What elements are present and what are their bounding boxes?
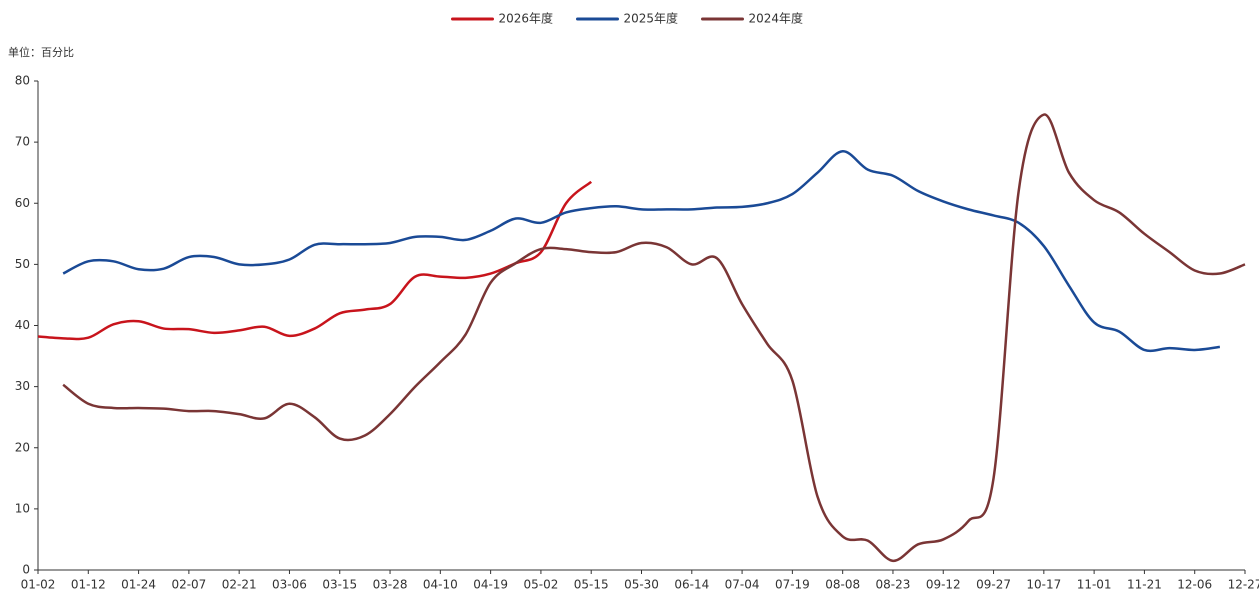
x-tick-label: 05-02 <box>523 578 558 591</box>
x-tick-label: 05-30 <box>624 578 659 591</box>
x-tick-label: 02-07 <box>171 578 206 591</box>
x-tick-label: 06-14 <box>674 578 709 591</box>
x-tick-label: 02-21 <box>222 578 257 591</box>
x-tick-label: 04-19 <box>473 578 508 591</box>
x-tick-label: 03-06 <box>272 578 307 591</box>
x-tick-label: 10-17 <box>1026 578 1061 591</box>
x-tick-label: 03-28 <box>373 578 408 591</box>
x-tick-label: 08-23 <box>876 578 911 591</box>
x-tick-label: 03-15 <box>322 578 357 591</box>
series-line <box>62 150 1221 353</box>
y-tick-label: 20 <box>15 440 30 454</box>
y-tick-label: 70 <box>15 135 30 149</box>
x-tick-label: 09-12 <box>926 578 961 591</box>
x-tick-label: 05-15 <box>574 578 609 591</box>
x-tick-label: 07-19 <box>775 578 810 591</box>
y-tick-label: 50 <box>15 257 30 271</box>
y-tick-label: 40 <box>15 318 30 332</box>
x-tick-label: 07-04 <box>725 578 760 591</box>
y-tick-label: 30 <box>15 379 30 393</box>
legend-label: 2025年度 <box>624 11 679 26</box>
x-tick-label: 12-06 <box>1177 578 1212 591</box>
y-tick-label: 0 <box>22 563 30 577</box>
x-tick-label: 08-08 <box>825 578 860 591</box>
series-line <box>37 180 593 341</box>
x-tick-label: 04-10 <box>423 578 458 591</box>
legend-label: 2024年度 <box>749 11 804 26</box>
x-tick-label: 09-27 <box>976 578 1011 591</box>
unit-label: 单位：百分比 <box>8 45 74 59</box>
y-tick-label: 10 <box>15 501 30 515</box>
x-tick-label: 01-24 <box>121 578 156 591</box>
x-tick-label: 01-12 <box>71 578 106 591</box>
series-line <box>62 113 1246 563</box>
x-tick-label: 11-01 <box>1077 578 1112 591</box>
y-tick-label: 80 <box>15 74 30 88</box>
x-tick-label: 11-21 <box>1127 578 1162 591</box>
legend-label: 2026年度 <box>499 11 554 26</box>
x-tick-label: 12-27 <box>1228 578 1259 591</box>
y-tick-label: 60 <box>15 196 30 210</box>
x-tick-label: 01-02 <box>21 578 56 591</box>
